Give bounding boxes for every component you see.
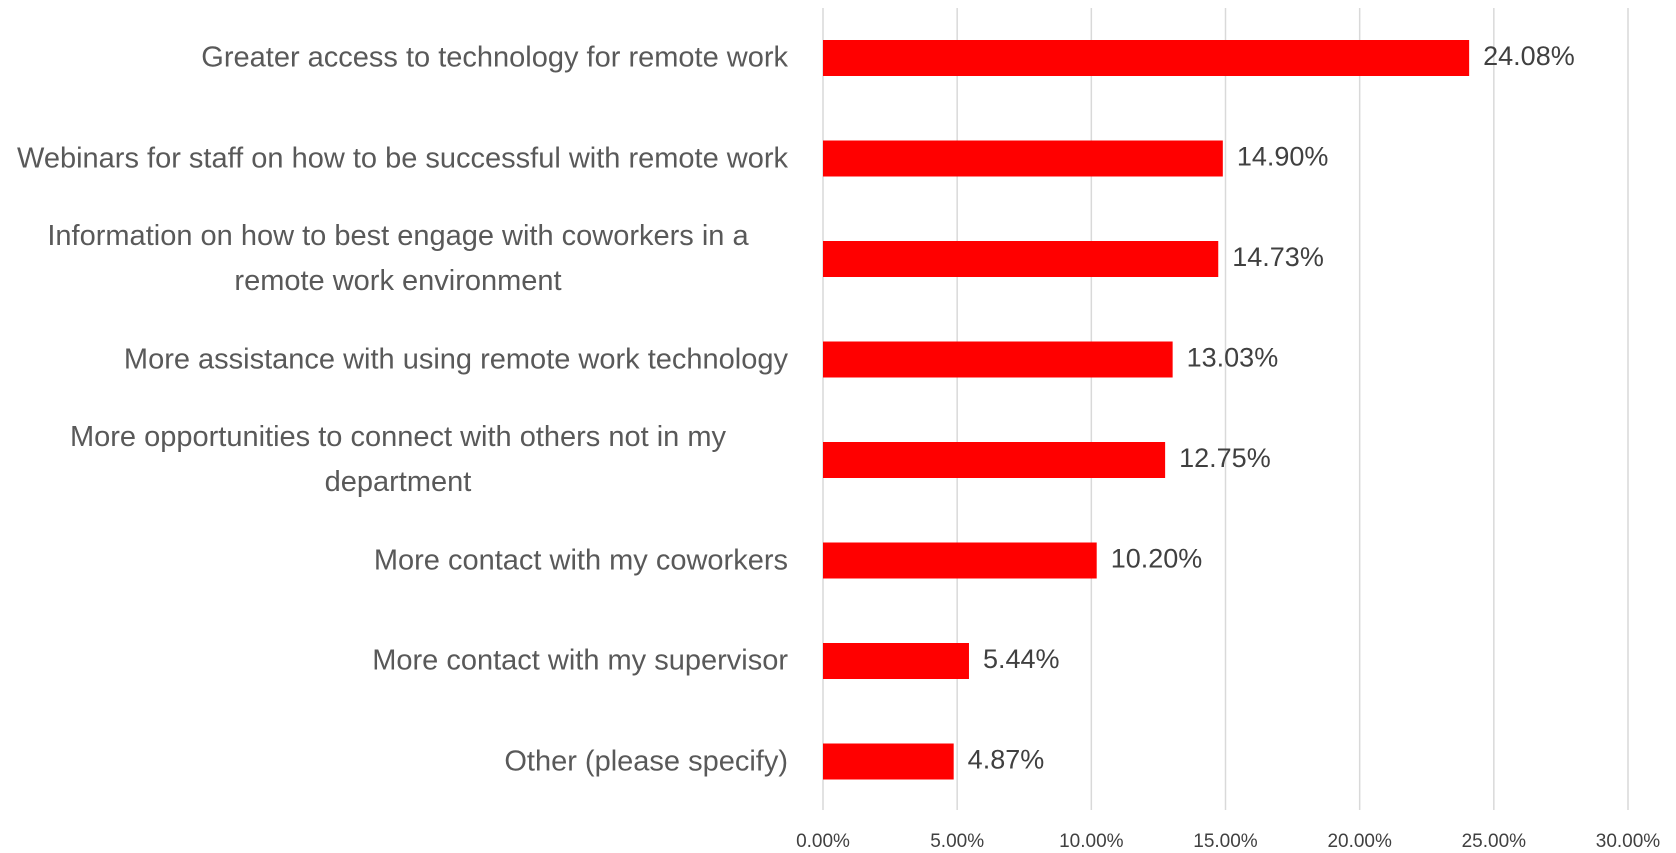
value-label: 14.90% (1237, 142, 1329, 172)
bar (823, 241, 1219, 277)
value-label: 4.87% (968, 745, 1045, 775)
value-label: 13.03% (1187, 343, 1279, 373)
value-label: 24.08% (1483, 41, 1575, 71)
bar (823, 643, 969, 679)
y-tick-label: More contact with my supervisor (372, 644, 788, 677)
y-tick-label: Information on how to best engage with c… (47, 220, 749, 297)
category-label-box: More opportunities to connect with other… (8, 415, 788, 505)
x-tick-label: 5.00% (930, 831, 984, 852)
category-label-box: Other (please specify) (8, 739, 788, 784)
category-label-box: Information on how to best engage with c… (8, 214, 788, 304)
x-tick-label: 10.00% (1059, 831, 1124, 852)
y-tick-label: Webinars for staff on how to be successf… (17, 142, 788, 174)
value-label: 10.20% (1111, 544, 1203, 574)
bar (823, 743, 954, 780)
value-label: 14.73% (1232, 242, 1324, 272)
x-tick-label: 0.00% (796, 831, 850, 852)
x-tick-label: 25.00% (1462, 831, 1527, 852)
category-label-box: Webinars for staff on how to be successf… (8, 136, 788, 181)
value-label: 12.75% (1179, 443, 1271, 473)
category-label-box: Greater access to technology for remote … (8, 36, 788, 81)
category-label-box: More contact with my coworkers (8, 538, 788, 583)
y-tick-label: Greater access to technology for remote … (201, 41, 788, 74)
x-tick-label: 20.00% (1327, 831, 1392, 852)
bar (823, 40, 1470, 76)
bar (823, 341, 1173, 378)
y-tick-label: Other (please specify) (504, 745, 788, 777)
x-tick-label: 15.00% (1193, 831, 1258, 852)
y-tick-label: More assistance with using remote work t… (123, 343, 788, 375)
value-label: 5.44% (983, 644, 1060, 674)
category-label-box: More contact with my supervisor (8, 639, 788, 684)
bar (823, 140, 1223, 177)
bar (823, 442, 1166, 478)
x-tick-label: 30.00% (1596, 831, 1661, 852)
bar (823, 542, 1097, 579)
category-label-box: More assistance with using remote work t… (8, 337, 788, 382)
y-tick-label: More opportunities to connect with other… (69, 421, 727, 498)
y-tick-label: More contact with my coworkers (373, 544, 788, 576)
